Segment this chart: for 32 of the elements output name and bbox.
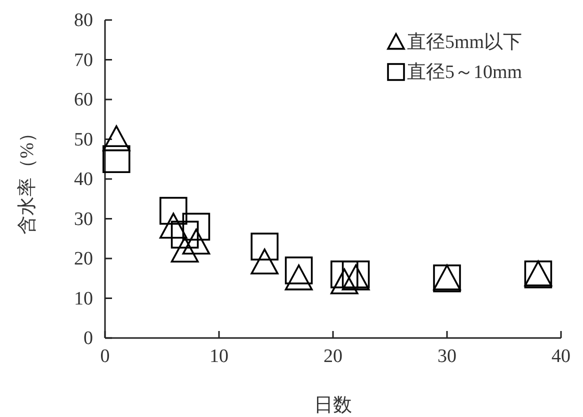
y-tick-label: 60 [74,90,93,110]
x-tick-label: 30 [438,346,456,367]
point [330,268,358,294]
point [250,232,278,260]
point [160,196,188,225]
point [182,228,210,255]
x-axis-title: 日数 [314,395,352,416]
point [102,125,130,152]
x-tick-label: 0 [100,346,110,367]
y-tick-label: 0 [84,328,93,349]
y-tick-label: 20 [74,248,93,270]
legend-label: 直径5mm以下 [407,32,522,53]
point [250,248,278,274]
y-tick-label: 10 [74,288,93,310]
y-tick-label: 40 [74,169,93,190]
x-tick-label: 10 [210,346,228,367]
point [160,212,188,239]
point [284,256,313,284]
point [182,212,210,241]
legend-label: 直径5～10mm [407,62,522,83]
x-tick-label: 40 [552,346,570,367]
point [170,220,199,249]
y-tick-label: 70 [74,50,93,71]
point [330,260,358,288]
y-axis-title: 含水率（%） [16,124,38,234]
point [102,145,130,174]
point [170,236,199,262]
y-tick-label: 30 [74,208,93,230]
y-tick-label: 50 [74,129,93,150]
point [284,264,313,290]
y-tick-label: 80 [74,10,93,31]
x-tick-label: 20 [324,346,342,367]
